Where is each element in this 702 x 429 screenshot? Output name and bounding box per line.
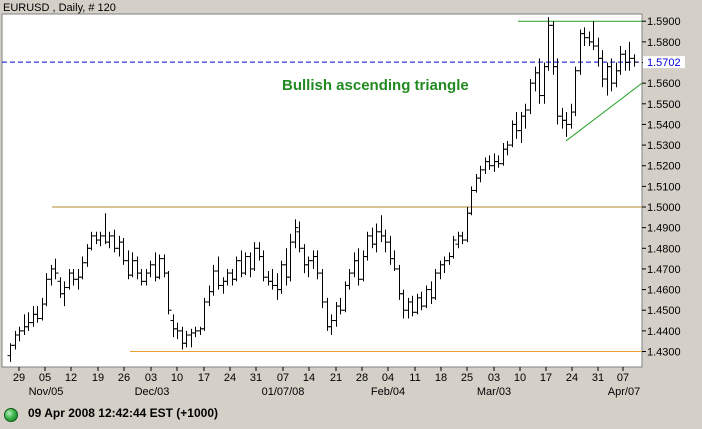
y-tick-label: 1.4500 xyxy=(647,305,681,317)
x-month-label: Feb/04 xyxy=(371,386,405,398)
ohlc-bar xyxy=(292,219,299,249)
x-tick-label: 17 xyxy=(540,372,552,384)
x-tick-label: 21 xyxy=(330,372,342,384)
y-tick-label: 1.5100 xyxy=(647,181,681,193)
x-tick-label: 07 xyxy=(617,372,629,384)
x-tick-label: 11 xyxy=(409,372,420,384)
x-tick-label: 19 xyxy=(92,372,104,384)
trendline xyxy=(565,82,643,142)
x-tick-label: 26 xyxy=(118,372,130,384)
x-tick-label: 25 xyxy=(461,372,473,384)
y-tick-label: 1.4400 xyxy=(647,326,681,338)
x-tick-label: 07 xyxy=(277,372,289,384)
last-price-label: 1.5702 xyxy=(647,57,681,69)
x-tick-label: 28 xyxy=(356,372,368,384)
x-tick-label: 04 xyxy=(382,372,394,384)
y-axis: 1.59001.58001.57001.56001.55001.54001.53… xyxy=(642,16,685,359)
x-month-label: Apr/07 xyxy=(608,386,640,398)
ohlc-bar xyxy=(631,54,638,67)
x-tick-label: 03 xyxy=(145,372,157,384)
ohlc-bar xyxy=(165,271,172,315)
x-tick-label: 29 xyxy=(13,372,25,384)
status-timestamp: 09 Apr 2008 12:42:44 EST (+1000) xyxy=(28,406,219,420)
x-tick-label: 10 xyxy=(171,372,183,384)
y-tick-label: 1.5500 xyxy=(647,99,681,111)
price-bars xyxy=(7,17,638,362)
y-tick-label: 1.5000 xyxy=(647,202,681,214)
x-month-label: 01/07/08 xyxy=(262,386,305,398)
x-month-label: Dec/03 xyxy=(135,386,170,398)
connection-status-icon xyxy=(4,408,18,422)
ohlc-bar xyxy=(450,235,457,259)
x-tick-label: 05 xyxy=(39,372,51,384)
x-tick-label: 10 xyxy=(514,372,526,384)
y-tick-label: 1.5800 xyxy=(647,37,681,49)
x-tick-label: 24 xyxy=(224,372,236,384)
y-tick-label: 1.4900 xyxy=(647,223,681,235)
last-price-box xyxy=(643,56,685,69)
y-tick-label: 1.5200 xyxy=(647,161,681,173)
ohlc-bar xyxy=(52,258,59,280)
chart-title: EURUSD , Daily, # 120 xyxy=(3,2,116,14)
x-tick-label: 03 xyxy=(488,372,500,384)
y-tick-label: 1.4800 xyxy=(647,243,681,255)
y-tick-label: 1.4600 xyxy=(647,285,681,297)
y-tick-label: 1.5600 xyxy=(647,78,681,90)
x-tick-label: 31 xyxy=(592,372,604,384)
x-tick-label: 18 xyxy=(435,372,447,384)
y-tick-label: 1.5300 xyxy=(647,140,681,152)
x-axis: 29 05 12 19 26 03 10 17 24 31 07 14 21 28 04 11 18 25 03 10… xyxy=(13,367,640,398)
y-tick-label: 1.4300 xyxy=(647,347,681,359)
status-bar: 09 Apr 2008 12:42:44 EST (+1000) xyxy=(0,402,702,429)
y-tick-label: 1.4700 xyxy=(647,264,681,276)
x-tick-label: 24 xyxy=(566,372,578,384)
x-tick-label: 31 xyxy=(250,372,262,384)
x-month-label: Mar/03 xyxy=(477,386,511,398)
pattern-annotation: Bullish ascending triangle xyxy=(282,77,469,94)
x-tick-label: 17 xyxy=(198,372,210,384)
x-month-label: Nov/05 xyxy=(29,386,64,398)
y-tick-label: 1.5900 xyxy=(647,16,681,28)
x-tick-label: 14 xyxy=(303,372,315,384)
y-tick-label: 1.5400 xyxy=(647,119,681,131)
x-tick-label: 12 xyxy=(65,372,77,384)
horizontal-lines xyxy=(2,20,643,353)
